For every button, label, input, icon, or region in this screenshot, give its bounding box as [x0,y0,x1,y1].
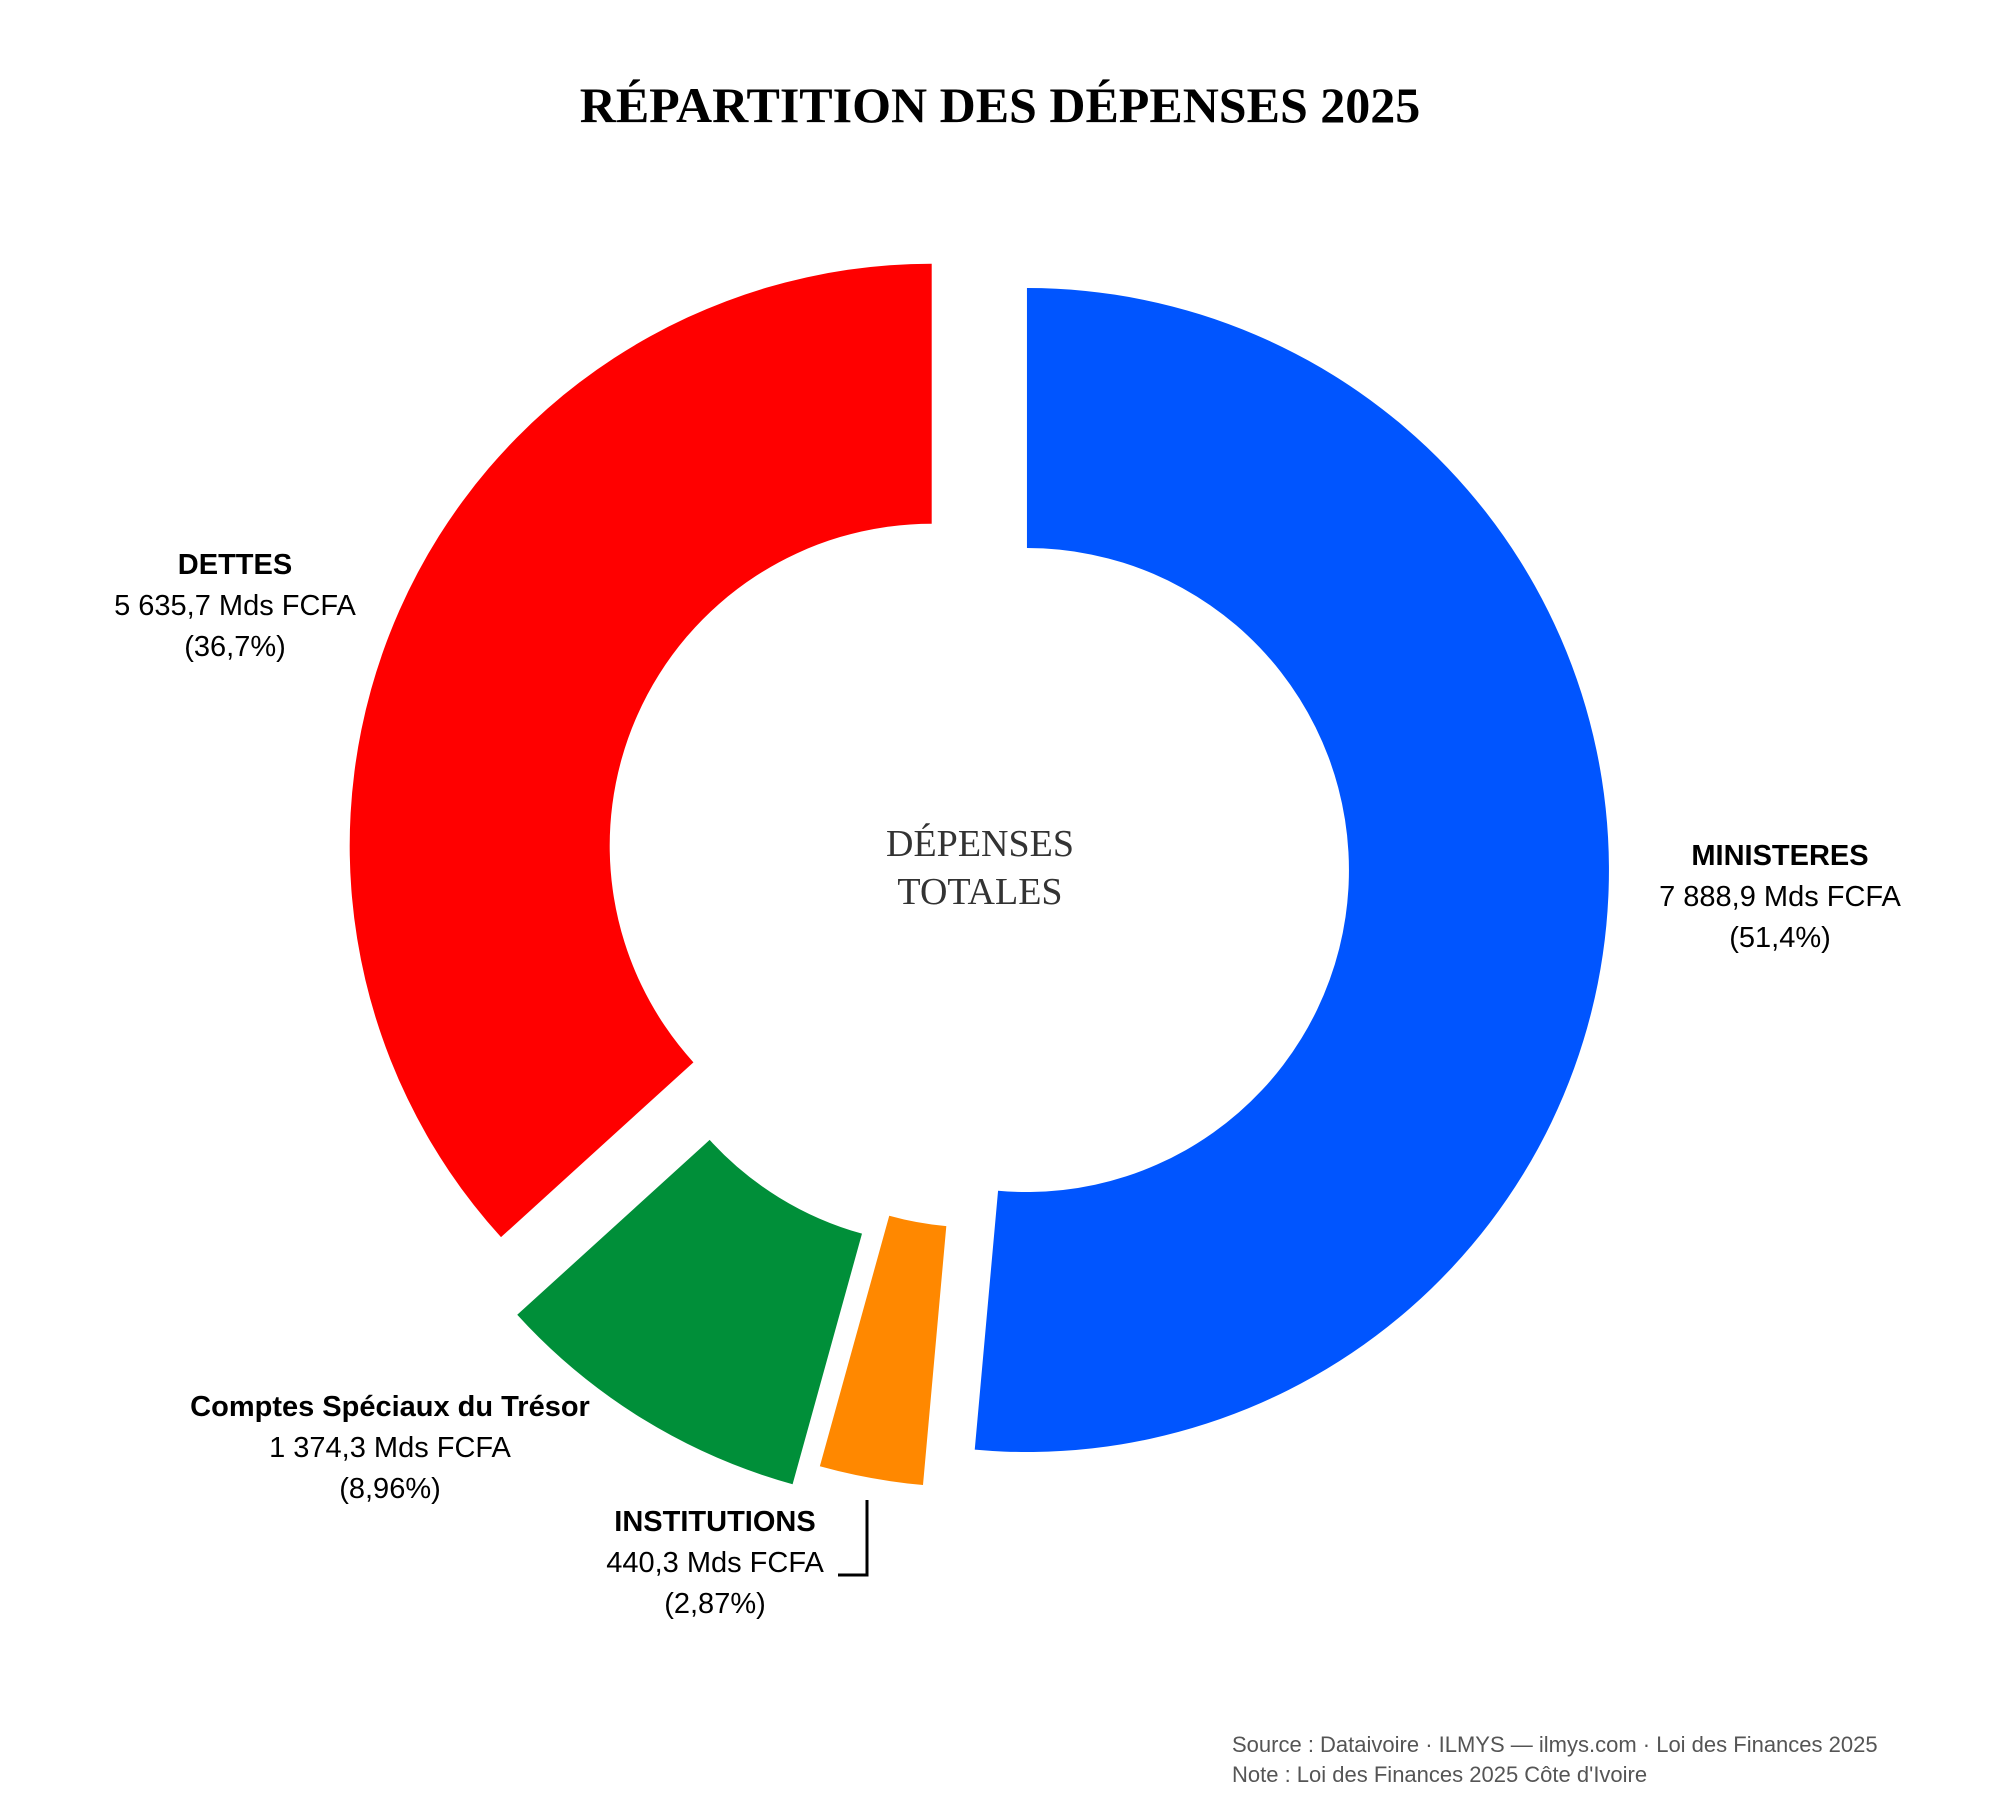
slice-label-name: Comptes Spéciaux du Trésor [190,1391,590,1423]
slice-label-value: 7 888,9 Mds FCFA [1659,881,1901,913]
slice-label-percent: (8,96%) [339,1473,441,1505]
slice-label-institutions: INSTITUTIONS 440,3 Mds FCFA (2,87%) [585,1502,845,1625]
slice-dettes [349,263,932,1238]
slice-label-percent: (36,7%) [184,631,286,663]
slice-label-percent: (51,4%) [1729,922,1831,954]
slice-ministeres [974,288,1609,1453]
slice-label-value: 440,3 Mds FCFA [606,1547,824,1579]
slice-label-value: 5 635,7 Mds FCFA [114,590,356,622]
slice-label-name: DETTES [177,549,293,581]
slice-label-percent: (2,87%) [664,1588,766,1620]
slice-label-comptes-speciaux: Comptes Spéciaux du Trésor 1 374,3 Mds F… [160,1387,620,1510]
footer-note: Note : Loi des Finances 2025 Côte d'Ivoi… [1232,1762,1648,1787]
chart-title: RÉPARTITION DES DÉPENSES 2025 [579,77,1421,133]
center-label-line-2: TOTALES [897,871,1063,913]
slice-label-ministeres: MINISTERES 7 888,9 Mds FCFA (51,4%) [1620,836,1940,959]
center-label-line-1: DÉPENSES [886,823,1074,865]
chart-footer: Source : Dataivoire · ILMYS — ilmys.com … [1232,1730,1878,1790]
slice-label-name: MINISTERES [1691,840,1869,872]
center-label: DÉPENSES TOTALES [760,820,1200,916]
slice-label-name: INSTITUTIONS [614,1506,816,1538]
slice-institutions [819,1215,947,1486]
leaders-layer [838,1500,869,1577]
slice-label-value: 1 374,3 Mds FCFA [269,1432,511,1464]
slices-layer [349,263,1609,1486]
slice-label-dettes: DETTES 5 635,7 Mds FCFA (36,7%) [80,545,390,668]
leader-line-institutions [838,1500,869,1577]
slice-comptes-speciaux [517,1139,862,1485]
footer-source: Source : Dataivoire · ILMYS — ilmys.com … [1232,1732,1878,1757]
